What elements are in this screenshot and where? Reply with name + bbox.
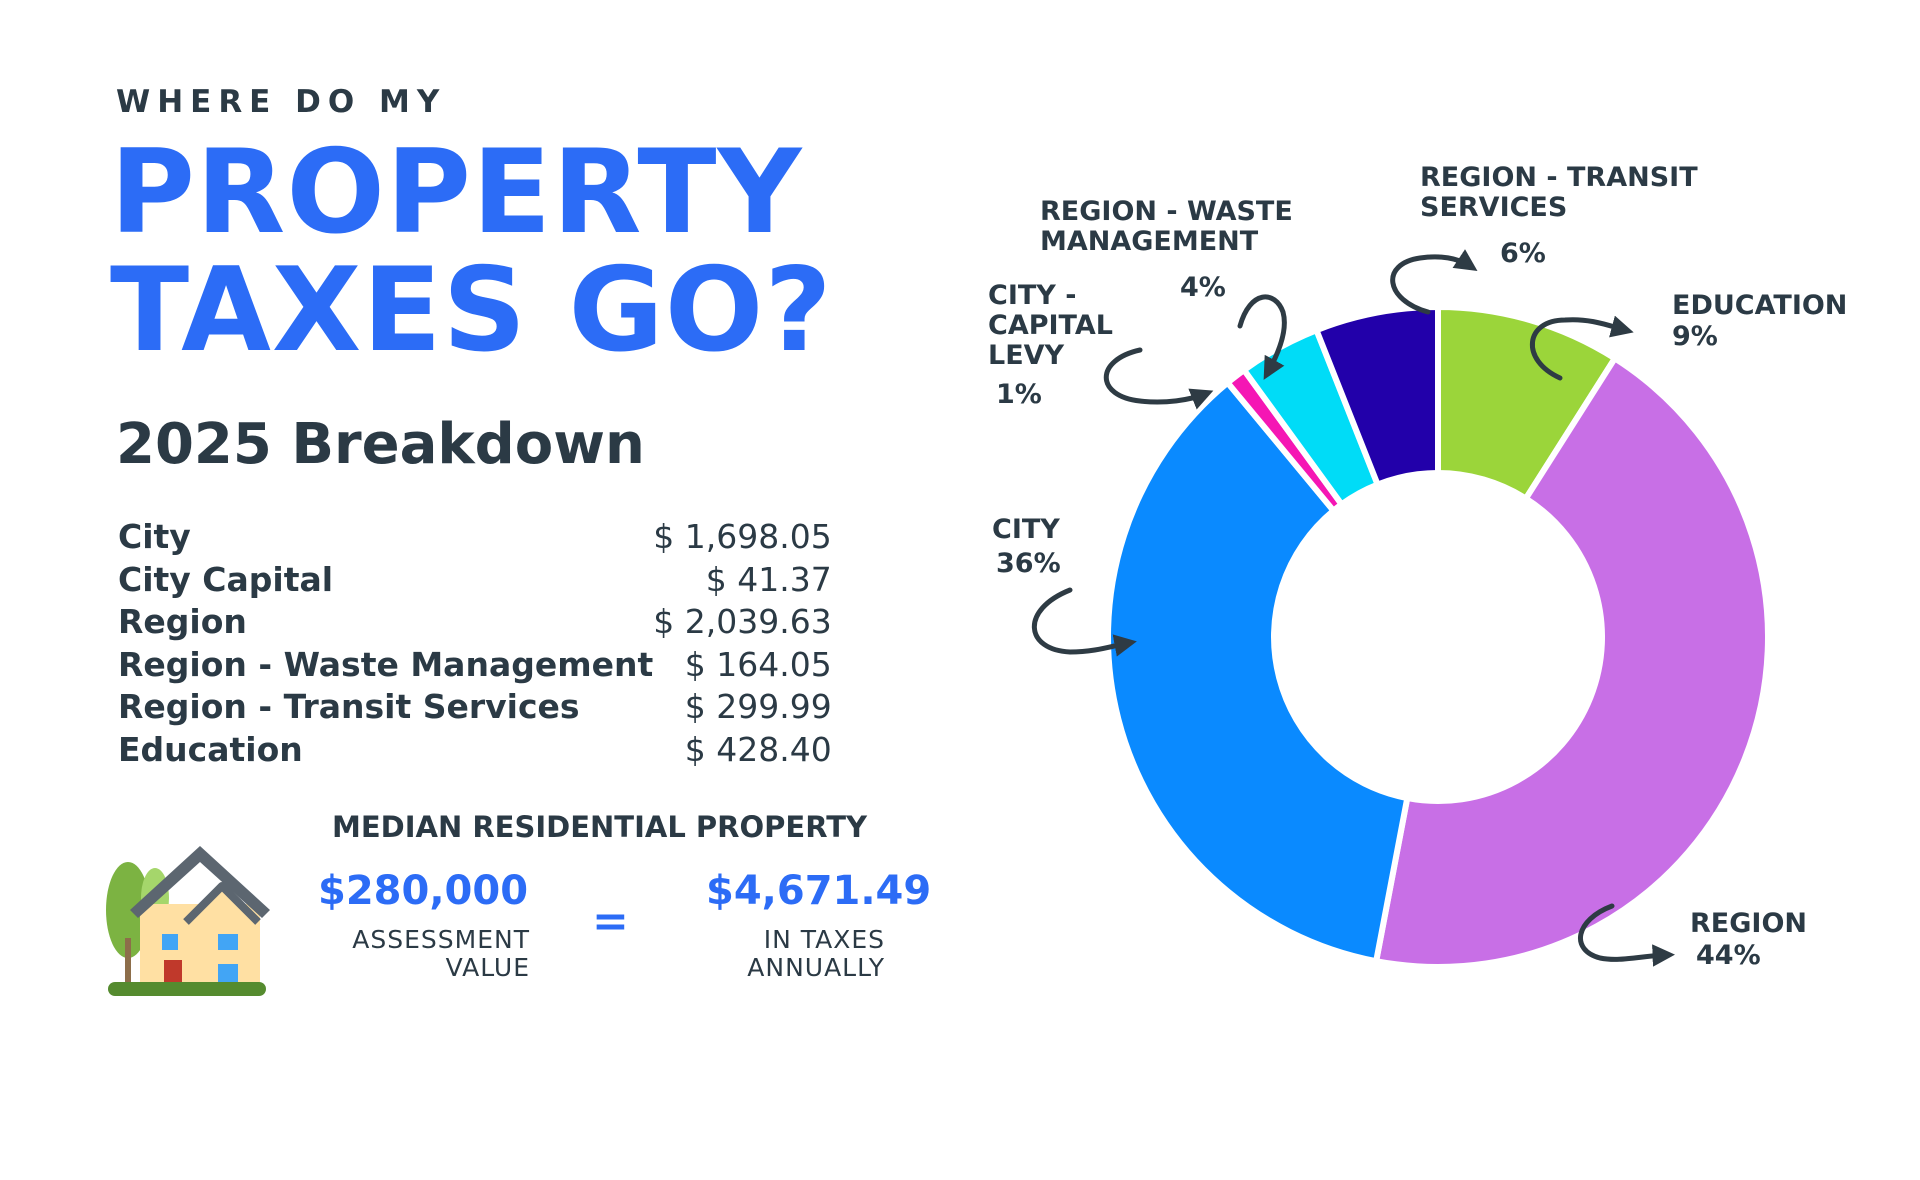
- slice-label-transit-services: REGION - TRANSIT: [1420, 162, 1698, 193]
- table-row: Education $ 428.40: [118, 729, 832, 772]
- slice-label-region: REGION: [1690, 908, 1807, 939]
- slice-percent-city-capital-levy: 1%: [996, 379, 1042, 410]
- page-title: PROPERTY TAXES GO?: [110, 134, 833, 370]
- slice-percent-region: 44%: [1696, 940, 1761, 971]
- table-row: City Capital $ 41.37: [118, 559, 832, 602]
- row-label: City Capital: [118, 559, 334, 599]
- callout-arrow-transit-services: [1390, 249, 1478, 315]
- assessment-value: $280,000: [318, 868, 529, 914]
- assessment-caption-line-2: VALUE: [445, 953, 530, 982]
- slice-label-city-capital-levy: CITY -: [988, 280, 1076, 311]
- table-row: City $ 1,698.05: [118, 516, 832, 559]
- callout-arrow-city: [1031, 587, 1137, 657]
- taxes-caption-line-1: IN TAXES: [763, 925, 885, 954]
- title-line-1: PROPERTY: [110, 125, 803, 260]
- row-amount: $ 1,698.05: [653, 517, 832, 557]
- taxes-caption: IN TAXES ANNUALLY: [640, 926, 885, 982]
- callout-arrow-region: [1578, 903, 1675, 967]
- callout-arrow-waste-management: [1237, 294, 1287, 380]
- row-amount: $ 2,039.63: [653, 602, 832, 642]
- callout-arrows: [1031, 249, 1675, 967]
- row-amount: $ 299.99: [684, 687, 832, 727]
- slice-label-transit-services: SERVICES: [1420, 192, 1567, 223]
- callout-arrow-city-capital-levy: [1103, 347, 1214, 410]
- table-row: Region - Transit Services $ 299.99: [118, 686, 832, 729]
- row-amount: $ 428.40: [684, 729, 832, 769]
- slice-label-education: EDUCATION: [1672, 290, 1847, 321]
- house-icon: [106, 846, 270, 996]
- slice-label-city-capital-levy: CAPITAL: [988, 310, 1113, 341]
- assessment-caption: ASSESSMENT VALUE: [280, 926, 530, 982]
- row-label: Region - Transit Services: [118, 687, 580, 727]
- callout-arrow-education: [1530, 315, 1634, 381]
- breakdown-title: 2025 Breakdown: [116, 412, 645, 477]
- equals-sign: =: [592, 896, 629, 947]
- row-label: Education: [118, 729, 303, 769]
- breakdown-table: City $ 1,698.05 City Capital $ 41.37 Reg…: [118, 516, 832, 771]
- taxes-value: $4,671.49: [706, 868, 932, 914]
- row-label: City: [118, 517, 191, 557]
- slice-label-city: CITY: [992, 514, 1060, 545]
- table-row: Region - Waste Management $ 164.05: [118, 644, 832, 687]
- slice-label-city-capital-levy: LEVY: [988, 340, 1065, 371]
- slice-label-waste-management: REGION - WASTE: [1040, 196, 1293, 227]
- slice-percent-city: 36%: [996, 548, 1061, 579]
- kicker: WHERE DO MY: [116, 84, 447, 120]
- slice-percent-education: 9%: [1672, 321, 1718, 352]
- slice-transit-services: [1312, 303, 1441, 489]
- row-amount: $ 41.37: [705, 559, 832, 599]
- row-label: Region - Waste Management: [118, 644, 654, 684]
- median-property-label: MEDIAN RESIDENTIAL PROPERTY: [332, 810, 868, 844]
- slice-region: [1372, 354, 1771, 970]
- taxes-caption-line-2: ANNUALLY: [747, 953, 885, 982]
- row-amount: $ 164.05: [684, 644, 832, 684]
- slice-city: [1105, 378, 1411, 965]
- slice-percent-transit-services: 6%: [1500, 238, 1546, 269]
- slice-label-waste-management: MANAGEMENT: [1040, 226, 1259, 257]
- table-row: Region $ 2,039.63: [118, 601, 832, 644]
- row-label: Region: [118, 602, 247, 642]
- assessment-caption-line-1: ASSESSMENT: [352, 925, 530, 954]
- title-line-2: TAXES GO?: [110, 243, 833, 378]
- slice-percent-waste-management: 4%: [1180, 272, 1226, 303]
- donut-slices: [1105, 303, 1771, 970]
